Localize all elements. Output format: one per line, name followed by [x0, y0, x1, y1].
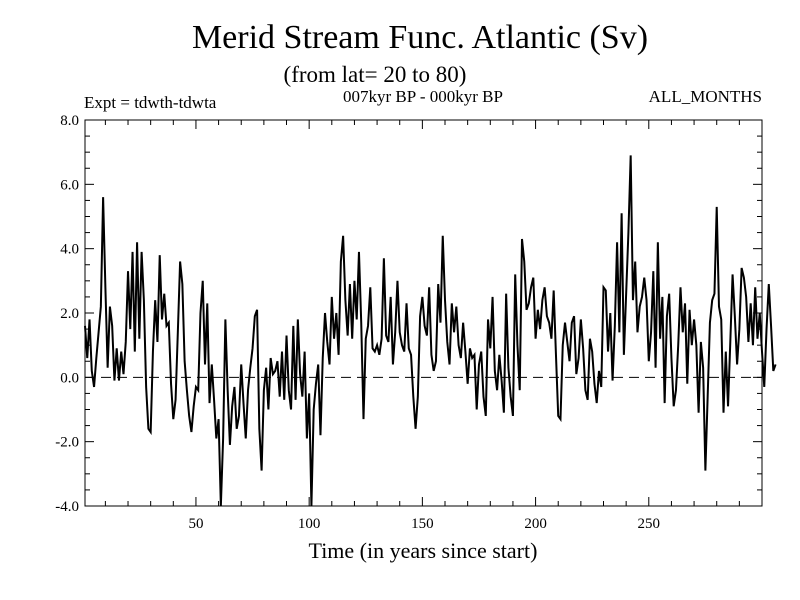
- x-tick-label: 150: [411, 516, 434, 532]
- y-axis-ticks: -4.0 -2.0 0.0 2.0 4.0 6.0 8.0: [55, 113, 762, 515]
- minor-ticks: [85, 120, 762, 506]
- y-tick-label: -4.0: [55, 499, 79, 515]
- x-axis-label: Time (in years since start): [309, 538, 538, 563]
- x-tick-label: 250: [638, 516, 661, 532]
- chart-title: Merid Stream Func. Atlantic (Sv): [192, 19, 648, 56]
- period-label: 007kyr BP - 000kyr BP: [343, 87, 503, 106]
- y-tick-label: 6.0: [60, 177, 79, 193]
- experiment-label: Expt = tdwth-tdwta: [84, 93, 217, 112]
- x-axis-ticks: 50 100 150 200 250: [188, 120, 660, 532]
- x-tick-label: 50: [188, 516, 203, 532]
- x-tick-label: 200: [524, 516, 547, 532]
- y-tick-label: 4.0: [60, 242, 79, 258]
- series-line: [84, 155, 777, 507]
- y-tick-label: 8.0: [60, 113, 79, 129]
- chart-subtitle: (from lat= 20 to 80): [284, 62, 467, 87]
- x-tick-label: 100: [298, 516, 321, 532]
- y-tick-label: -2.0: [55, 435, 79, 451]
- months-label: ALL_MONTHS: [649, 87, 762, 106]
- y-tick-label: 0.0: [60, 370, 79, 386]
- y-tick-label: 2.0: [60, 306, 79, 322]
